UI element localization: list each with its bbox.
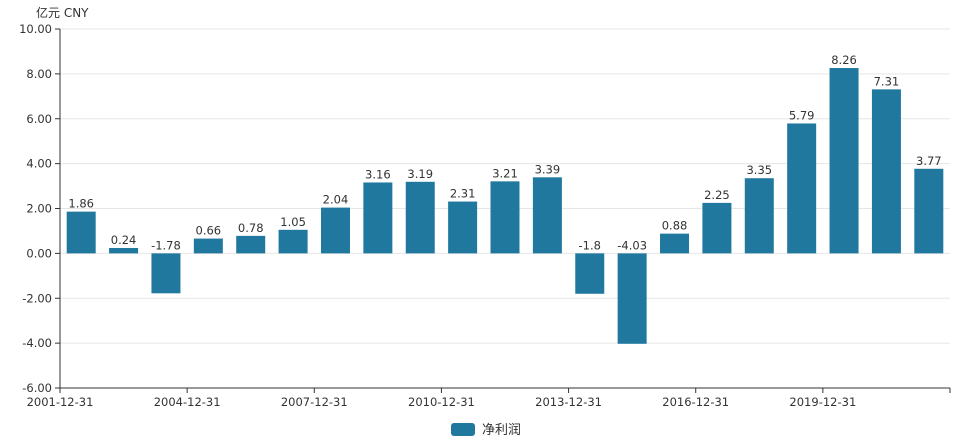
- data-label: 3.35: [746, 163, 772, 177]
- data-label: 3.19: [407, 167, 433, 181]
- data-label: 0.24: [111, 233, 137, 247]
- x-tick-label: 2010-12-31: [408, 395, 475, 409]
- y-tick-label: -6.00: [22, 381, 52, 395]
- data-label: 3.77: [916, 154, 942, 168]
- bar-2003-12-31[interactable]: [151, 253, 181, 294]
- bar-2014-12-31[interactable]: [617, 253, 647, 344]
- bar-2007-12-31[interactable]: [320, 207, 350, 254]
- data-label: 1.05: [280, 215, 306, 229]
- data-label: 3.21: [492, 166, 518, 180]
- data-label: 2.31: [450, 187, 476, 201]
- data-label: 5.79: [789, 108, 815, 122]
- bar-2004-12-31[interactable]: [193, 238, 223, 254]
- bar-2005-12-31[interactable]: [236, 235, 266, 254]
- y-tick-label: 4.00: [26, 157, 52, 171]
- data-label: 2.25: [704, 188, 730, 202]
- bar-2001-12-31[interactable]: [66, 211, 96, 254]
- bar-2021-12-31[interactable]: [914, 168, 944, 254]
- x-tick-label: 2007-12-31: [281, 395, 348, 409]
- x-tick-label: 2004-12-31: [154, 395, 221, 409]
- y-tick-label: 0.00: [26, 246, 52, 260]
- bar-2015-12-31[interactable]: [660, 233, 690, 254]
- bar-2002-12-31[interactable]: [109, 247, 139, 254]
- y-tick-label: 8.00: [26, 67, 52, 81]
- bar-2017-12-31[interactable]: [744, 178, 774, 254]
- data-label: 7.31: [874, 74, 900, 88]
- data-label: 0.66: [196, 224, 222, 238]
- data-label: 3.39: [535, 162, 561, 176]
- bar-2006-12-31[interactable]: [278, 229, 308, 254]
- data-labels: 1.86 0.24 -1.78 0.66 0.78 1.05 2.04 3.16 3.19 2.3…: [68, 53, 941, 252]
- y-tick-label: -4.00: [22, 336, 52, 350]
- bar-2018-12-31[interactable]: [787, 123, 817, 254]
- y-axis-unit-label: 亿元 CNY: [36, 5, 89, 20]
- bars: [66, 68, 944, 344]
- data-label: 8.26: [831, 53, 857, 67]
- bar-2008-12-31[interactable]: [363, 182, 393, 254]
- x-tick-label: 2001-12-31: [27, 395, 94, 409]
- data-label: 0.78: [238, 221, 264, 235]
- y-tick-label: -2.00: [22, 291, 52, 305]
- x-tick-label: 2013-12-31: [535, 395, 602, 409]
- data-label: -1.8: [579, 238, 601, 252]
- data-label: -4.03: [617, 238, 647, 252]
- bar-2009-12-31[interactable]: [405, 181, 435, 254]
- legend-label[interactable]: 净利润: [482, 423, 521, 438]
- bar-2010-12-31[interactable]: [448, 201, 478, 254]
- data-label: 3.16: [365, 167, 391, 181]
- y-tick-label: 10.00: [19, 22, 52, 36]
- y-tick-label: 6.00: [26, 112, 52, 126]
- axes: 10.00 8.00 6.00 4.00 2.00 0.00 -2.00 -4.00 -6.00…: [19, 22, 951, 409]
- data-label: 1.86: [68, 197, 94, 211]
- x-tick-label: 2019-12-31: [789, 395, 856, 409]
- bar-2016-12-31[interactable]: [702, 202, 732, 254]
- bar-2013-12-31[interactable]: [575, 253, 605, 294]
- bar-2020-12-31[interactable]: [871, 89, 901, 254]
- y-tick-label: 2.00: [26, 202, 52, 216]
- bar-2011-12-31[interactable]: [490, 181, 520, 254]
- data-label: 0.88: [662, 219, 688, 233]
- data-label: 2.04: [323, 193, 349, 207]
- legend[interactable]: 净利润: [451, 423, 521, 438]
- data-label: -1.78: [151, 238, 181, 252]
- legend-swatch[interactable]: [451, 423, 475, 436]
- bar-2012-12-31[interactable]: [532, 177, 562, 254]
- x-tick-label: 2016-12-31: [662, 395, 729, 409]
- bar-2019-12-31[interactable]: [829, 68, 859, 254]
